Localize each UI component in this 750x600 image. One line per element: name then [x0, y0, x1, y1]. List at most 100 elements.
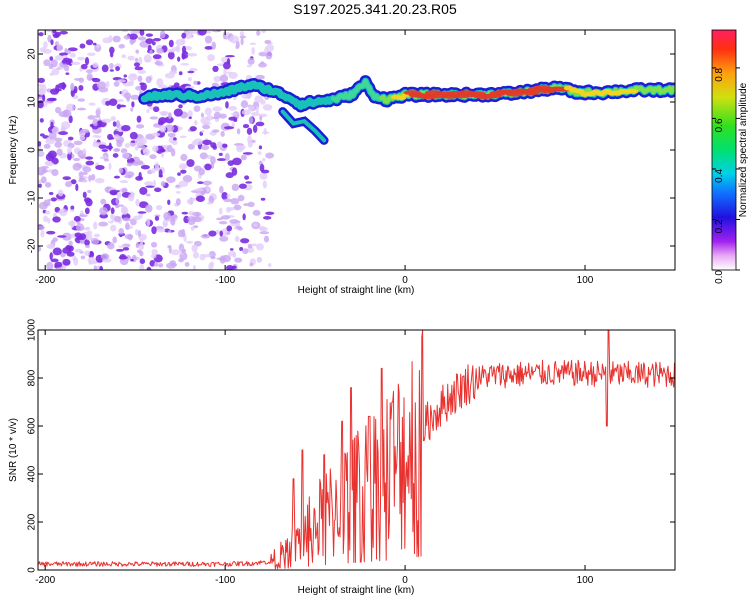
noise-blob	[108, 162, 112, 171]
noise-blob	[44, 182, 52, 188]
noise-blob	[158, 117, 167, 124]
noise-blob	[252, 124, 258, 133]
noise-blob	[112, 121, 117, 127]
noise-blob	[98, 86, 109, 93]
noise-blob	[199, 152, 208, 160]
noise-blob	[204, 107, 212, 116]
noise-blob	[116, 79, 127, 83]
noise-blob	[78, 84, 84, 91]
snr-x-tick-label: -200	[35, 575, 55, 586]
noise-blob	[109, 51, 114, 58]
noise-blob	[178, 163, 188, 170]
noise-blob	[158, 169, 163, 178]
noise-blob	[113, 175, 121, 179]
spectrogram-x-tick-label: 0	[402, 275, 408, 286]
noise-blob	[84, 239, 90, 246]
noise-blob	[116, 104, 121, 110]
noise-blob	[127, 55, 135, 61]
noise-blob	[52, 30, 57, 34]
noise-blob	[82, 171, 88, 175]
noise-blob	[205, 30, 212, 34]
noise-blob	[197, 181, 204, 185]
noise-blob	[149, 49, 153, 55]
noise-blob	[85, 244, 90, 248]
snr-x-label: Height of straight line (km)	[298, 585, 415, 596]
noise-blob	[240, 154, 247, 161]
noise-blob	[242, 213, 246, 221]
noise-blob	[122, 151, 130, 159]
snr-frame	[37, 329, 676, 571]
noise-blob	[40, 229, 45, 238]
chart-title: S197.2025.341.20.23.R05	[293, 1, 457, 17]
spectrogram-y-label: Frequency (Hz)	[8, 116, 19, 185]
noise-blob	[46, 261, 54, 270]
noise-blob	[50, 258, 59, 263]
noise-blob	[234, 235, 240, 243]
noise-blob	[229, 219, 239, 224]
noise-blob	[40, 176, 47, 184]
noise-blob	[251, 46, 255, 55]
noise-blob	[109, 224, 117, 232]
noise-blob	[178, 104, 183, 109]
noise-blob	[79, 214, 88, 218]
noise-blob	[118, 43, 125, 49]
noise-blob	[246, 64, 252, 68]
colorbar-tick-label: 0.6	[714, 118, 725, 132]
noise-blob	[219, 185, 224, 194]
noise-blob	[116, 191, 122, 199]
noise-blob	[226, 71, 233, 75]
noise-blob	[248, 116, 254, 125]
noise-blob	[52, 216, 61, 223]
noise-blob	[225, 101, 229, 109]
noise-blob	[139, 30, 145, 36]
noise-blob	[212, 106, 222, 112]
noise-blob	[213, 75, 222, 83]
noise-blob	[84, 207, 90, 215]
noise-blob	[88, 174, 92, 182]
noise-blob	[228, 207, 235, 211]
noise-blob	[182, 174, 193, 183]
noise-blob	[145, 38, 154, 44]
noise-blob	[212, 116, 220, 120]
noise-blob	[169, 70, 177, 75]
noise-blob	[151, 248, 158, 255]
noise-blob	[188, 116, 192, 120]
noise-blob	[135, 124, 145, 129]
noise-blob	[240, 37, 244, 46]
noise-blob	[94, 115, 101, 118]
noise-blob	[265, 51, 273, 60]
noise-blob	[62, 176, 72, 181]
noise-blob	[70, 179, 77, 185]
noise-blob	[107, 242, 115, 250]
noise-blob	[85, 39, 94, 46]
spectrogram-y-tick-label: 10	[27, 96, 38, 108]
noise-blob	[171, 140, 178, 146]
noise-blob	[51, 126, 60, 135]
noise-blob	[245, 181, 253, 184]
noise-blob	[73, 215, 81, 222]
noise-blob	[228, 105, 238, 111]
spectrogram-x-tick-label: -100	[215, 275, 235, 286]
noise-blob	[241, 93, 252, 99]
noise-blob	[131, 74, 137, 78]
noise-blob	[51, 169, 59, 176]
noise-blob	[113, 81, 120, 87]
noise-blob	[149, 154, 157, 160]
noise-blob	[87, 189, 92, 194]
noise-blob	[155, 204, 163, 211]
noise-blob	[256, 30, 261, 36]
noise-blob	[82, 191, 87, 199]
noise-blob	[196, 81, 201, 85]
noise-blob	[115, 197, 119, 205]
noise-blob	[156, 47, 164, 54]
noise-blob	[222, 61, 231, 70]
noise-blob	[178, 258, 184, 263]
noise-blob	[129, 30, 140, 35]
noise-blob	[118, 255, 128, 260]
noise-blob	[73, 140, 83, 146]
noise-blob	[162, 222, 168, 226]
noise-blob	[78, 177, 85, 181]
noise-blob	[167, 199, 171, 206]
noise-blob	[191, 244, 198, 253]
noise-blob	[187, 52, 198, 57]
